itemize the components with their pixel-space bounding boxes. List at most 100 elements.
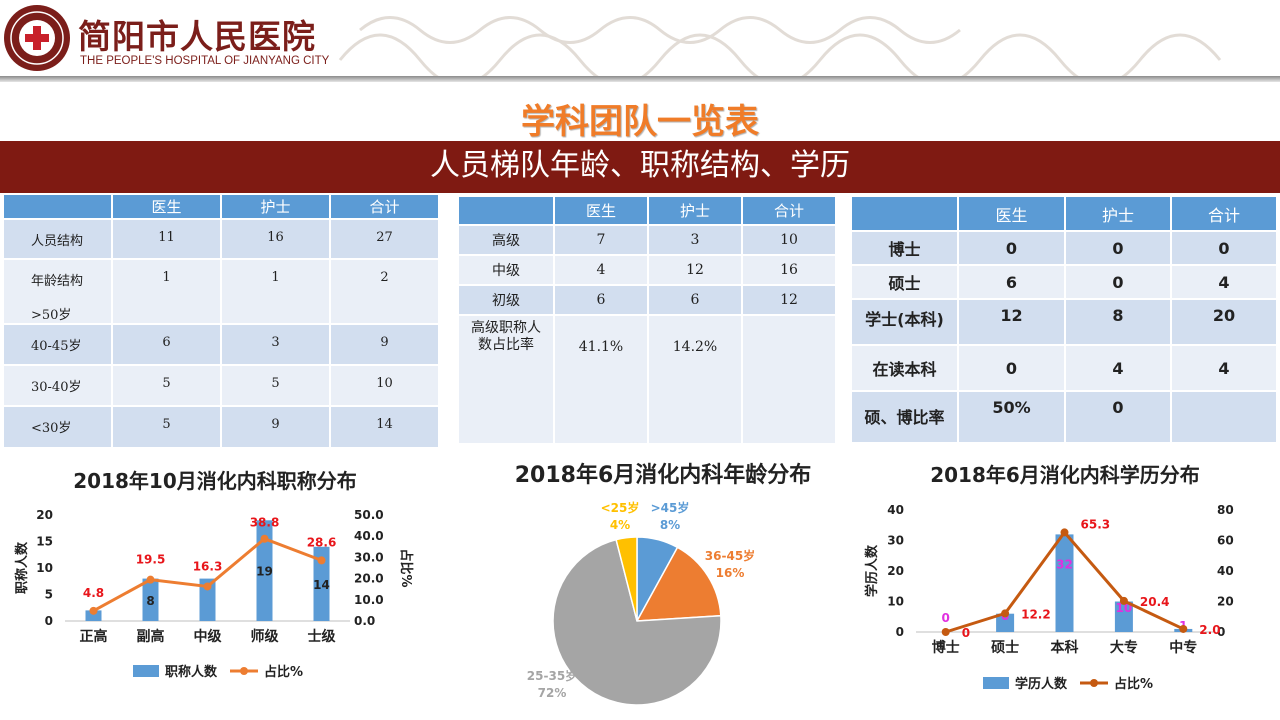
row-label: 在读本科 bbox=[852, 346, 957, 390]
line-data-label: 38.8 bbox=[250, 516, 280, 530]
table-header: 医生 bbox=[113, 195, 220, 218]
table-cell: 4 bbox=[1172, 346, 1276, 390]
line-point bbox=[317, 556, 326, 565]
table-header: 合计 bbox=[743, 197, 835, 224]
section-banner: 人员梯队年龄、职称结构、学历 bbox=[0, 141, 1280, 193]
table-header: 医生 bbox=[959, 197, 1064, 230]
line-point bbox=[89, 606, 98, 615]
legend-swatch-bar bbox=[983, 677, 1009, 689]
row-label-text: 硕、博比率 bbox=[864, 407, 945, 427]
legend-swatch-marker bbox=[240, 667, 248, 675]
hospital-name-cn: 简阳市人民医院 bbox=[78, 17, 316, 56]
header: 简阳市人民医院 THE PEOPLE'S HOSPITAL OF JIANYAN… bbox=[0, 0, 1280, 82]
pie-slice bbox=[552, 538, 722, 706]
table-row: 博士 0 0 0 bbox=[852, 232, 1276, 264]
line-point bbox=[1001, 609, 1010, 618]
y-tick-label: 15 bbox=[36, 535, 53, 549]
row-label: 人员结构 bbox=[4, 220, 111, 258]
legend-label: 占比% bbox=[1114, 676, 1153, 692]
bar bbox=[1055, 534, 1074, 632]
bar bbox=[142, 578, 159, 621]
y2-tick-label: 10.0 bbox=[354, 593, 384, 607]
row-label: 40-45岁 bbox=[4, 325, 111, 364]
row-label: 学士(本科) bbox=[852, 300, 957, 344]
x-tick-label: 士级 bbox=[308, 628, 337, 645]
table-header bbox=[459, 197, 553, 224]
table-header bbox=[4, 195, 111, 218]
chart-title: 2018年6月消化内科年龄分布 bbox=[515, 462, 812, 488]
page-title: 学科团队一览表 bbox=[521, 102, 759, 142]
table-row: 硕士 6 0 4 bbox=[852, 266, 1276, 298]
table-cell: 6 bbox=[555, 286, 647, 314]
pie-label: <25岁 bbox=[601, 500, 640, 515]
table-header: 护士 bbox=[222, 195, 329, 218]
chart-title: 2018年10月消化内科职称分布 bbox=[73, 469, 357, 493]
table-cell: 12 bbox=[649, 256, 741, 284]
table-cell: 0 bbox=[1066, 266, 1170, 298]
line-point bbox=[146, 575, 155, 584]
table-cell: 0 bbox=[959, 346, 1064, 390]
pie-label: 36-45岁 bbox=[705, 548, 755, 563]
y2-tick-label: 20.0 bbox=[354, 572, 384, 586]
legend-swatch-marker bbox=[1090, 679, 1098, 687]
table-cell: 0 bbox=[959, 232, 1064, 264]
y2-tick-label: 30.0 bbox=[354, 550, 384, 564]
y-axis-title: 学历人数 bbox=[864, 544, 880, 597]
table-cell: 12 bbox=[959, 300, 1064, 344]
table-cell: 0 bbox=[1172, 232, 1276, 264]
table-row: 40-45岁 6 3 9 bbox=[4, 325, 438, 364]
line-data-label: 2.0 bbox=[1199, 623, 1220, 637]
legend-label: 占比% bbox=[264, 664, 303, 680]
pie-label: 25-35岁 bbox=[527, 668, 577, 683]
table-cell: 4 bbox=[555, 256, 647, 284]
table-cell: 12 bbox=[743, 286, 835, 314]
row-label-text: 高级职称人数占比率 bbox=[471, 320, 541, 353]
education-distribution-chart: 2018年6月消化内科学历分布010203040020406080博士0硕士6本… bbox=[864, 463, 1234, 692]
y-axis-title: 职称人数 bbox=[14, 541, 30, 594]
table-row: 高级职称人数占比率 41.1% 14.2% bbox=[459, 316, 835, 443]
line-data-label: 19.5 bbox=[136, 553, 166, 567]
table-cell: 1 bbox=[113, 260, 220, 323]
y-tick-label: 0 bbox=[896, 625, 904, 639]
line-point bbox=[1119, 596, 1128, 605]
table-row: 30-40岁 5 5 10 bbox=[4, 366, 438, 405]
bar-data-label: 8 bbox=[146, 594, 154, 608]
y-tick-label: 40 bbox=[887, 503, 904, 517]
table-cell: 9 bbox=[331, 325, 438, 364]
x-tick-label: 中专 bbox=[1169, 639, 1197, 656]
table-cell: 4 bbox=[1066, 346, 1170, 390]
bar bbox=[313, 546, 330, 621]
table-cell: 5 bbox=[222, 366, 329, 405]
chart-title: 2018年6月消化内科学历分布 bbox=[930, 463, 1200, 487]
table-cell: 6 bbox=[649, 286, 741, 314]
row-label-sub: >50岁 bbox=[31, 308, 72, 323]
x-tick-label: 中级 bbox=[194, 628, 223, 645]
y-tick-label: 10 bbox=[887, 595, 904, 609]
table-cell: 6 bbox=[113, 325, 220, 364]
table-row: 学士(本科) 12 8 20 bbox=[852, 300, 1276, 344]
x-tick-label: 师级 bbox=[251, 628, 280, 645]
bar-data-label: 10 bbox=[1116, 601, 1133, 615]
line-point bbox=[941, 628, 950, 636]
bar bbox=[1114, 601, 1133, 632]
line-data-label: 20.4 bbox=[1140, 595, 1170, 609]
x-tick-label: 正高 bbox=[80, 628, 108, 645]
staff-age-table: 医生 护士 合计 人员结构 11 16 27 年龄结构 >50岁 1 1 2 4… bbox=[2, 193, 440, 449]
table-cell: 9 bbox=[222, 407, 329, 447]
table-cell: 16 bbox=[222, 220, 329, 258]
table-cell: 5 bbox=[113, 366, 220, 405]
line-point bbox=[203, 582, 212, 591]
legend-swatch-bar bbox=[133, 665, 159, 677]
table-cell: 3 bbox=[649, 226, 741, 254]
table-cell: 16 bbox=[743, 256, 835, 284]
table-cell: 41.1% bbox=[555, 316, 647, 443]
table-row: 初级 6 6 12 bbox=[459, 286, 835, 314]
table-cell: 8 bbox=[1066, 300, 1170, 344]
row-label: 高级 bbox=[459, 226, 553, 254]
y-tick-label: 20 bbox=[36, 508, 53, 522]
table-header: 医生 bbox=[555, 197, 647, 224]
table-header: 合计 bbox=[331, 195, 438, 218]
table-cell: 0 bbox=[1066, 232, 1170, 264]
hospital-name-en: THE PEOPLE'S HOSPITAL OF JIANYANG CITY bbox=[80, 55, 330, 67]
header-decoration bbox=[338, 16, 1222, 78]
